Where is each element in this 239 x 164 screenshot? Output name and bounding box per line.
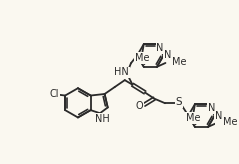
Text: O: O [136, 101, 143, 111]
Text: N: N [207, 103, 215, 113]
Text: Me: Me [172, 57, 186, 67]
Text: N: N [215, 111, 222, 121]
Text: N: N [156, 43, 164, 53]
Text: Me: Me [223, 117, 237, 127]
Text: S: S [176, 97, 182, 107]
Text: Cl: Cl [49, 89, 59, 99]
Text: HN: HN [114, 67, 129, 77]
Text: N: N [164, 51, 171, 61]
Text: NH: NH [95, 114, 110, 124]
Text: Me: Me [186, 113, 201, 123]
Text: Me: Me [135, 53, 149, 63]
